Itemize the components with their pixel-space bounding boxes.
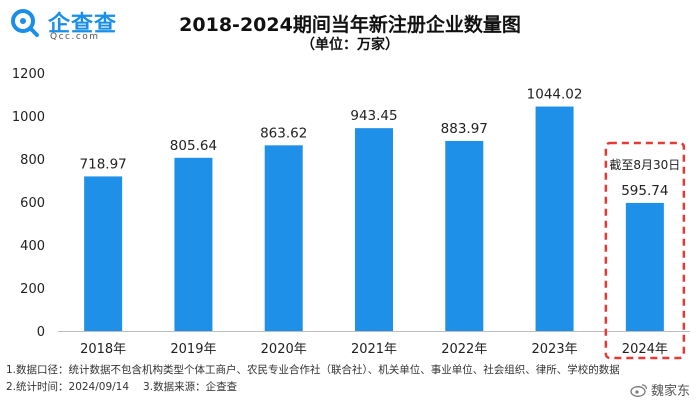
chart-subtitle: （单位：万家） (301, 37, 399, 53)
x-tick-label: 2021年 (351, 342, 397, 357)
data-label: 943.45 (350, 108, 397, 124)
y-tick-label: 600 (20, 196, 45, 211)
data-label: 863.62 (260, 125, 307, 141)
highlight-box (604, 141, 686, 360)
footnote-scope: 1.数据口径：统计数据不包含机构类型个体工商户、农民专业合作社（联合社）、机关单… (6, 364, 620, 376)
bar (355, 128, 393, 331)
y-tick-label: 1000 (12, 110, 45, 125)
brand-domain: Qcc.com (50, 32, 100, 42)
bar (174, 157, 213, 331)
y-tick-label: 1200 (12, 67, 45, 82)
bar (445, 140, 484, 331)
annotation-note: 截至8月30日 (609, 158, 680, 172)
y-tick-label: 200 (20, 282, 45, 297)
watermark-text: 魏家东 (650, 384, 690, 399)
footnote-date: 2.统计时间：2024/09/14 (6, 381, 130, 393)
bar (264, 145, 303, 331)
x-tick-label: 2023年 (532, 342, 578, 357)
bar (535, 106, 574, 331)
footnote-source: 3.数据来源：企查查 (143, 381, 238, 393)
x-tick-label: 2019年 (170, 342, 216, 357)
data-label: 883.97 (441, 121, 488, 137)
bar (84, 176, 123, 331)
x-tick-label: 2024年 (622, 342, 668, 357)
footnotes: 1.数据口径：统计数据不包含机构类型个体工商户、农民专业合作社（联合社）、机关单… (6, 362, 620, 396)
x-tick-label: 2018年 (80, 342, 126, 357)
weibo-watermark: 魏家东 (630, 380, 690, 399)
data-label: 595.74 (621, 183, 668, 199)
data-label: 1044.02 (527, 87, 583, 103)
x-tick-label: 2022年 (441, 342, 487, 357)
y-tick-label: 400 (20, 239, 45, 254)
data-label: 718.97 (80, 156, 127, 172)
qcc-logo: 企查查 Qcc.com (6, 4, 126, 44)
qcc-logo-icon (11, 9, 39, 37)
y-tick-label: 800 (20, 153, 45, 168)
x-tick-label: 2020年 (261, 342, 307, 357)
chart-title: 2018-2024期间当年新注册企业数量图 (179, 14, 521, 36)
bar (625, 202, 664, 331)
brand-name: 企查查 (48, 12, 118, 37)
y-tick-label: 0 (37, 325, 45, 340)
weibo-icon (630, 384, 648, 397)
data-label: 805.64 (170, 138, 217, 154)
